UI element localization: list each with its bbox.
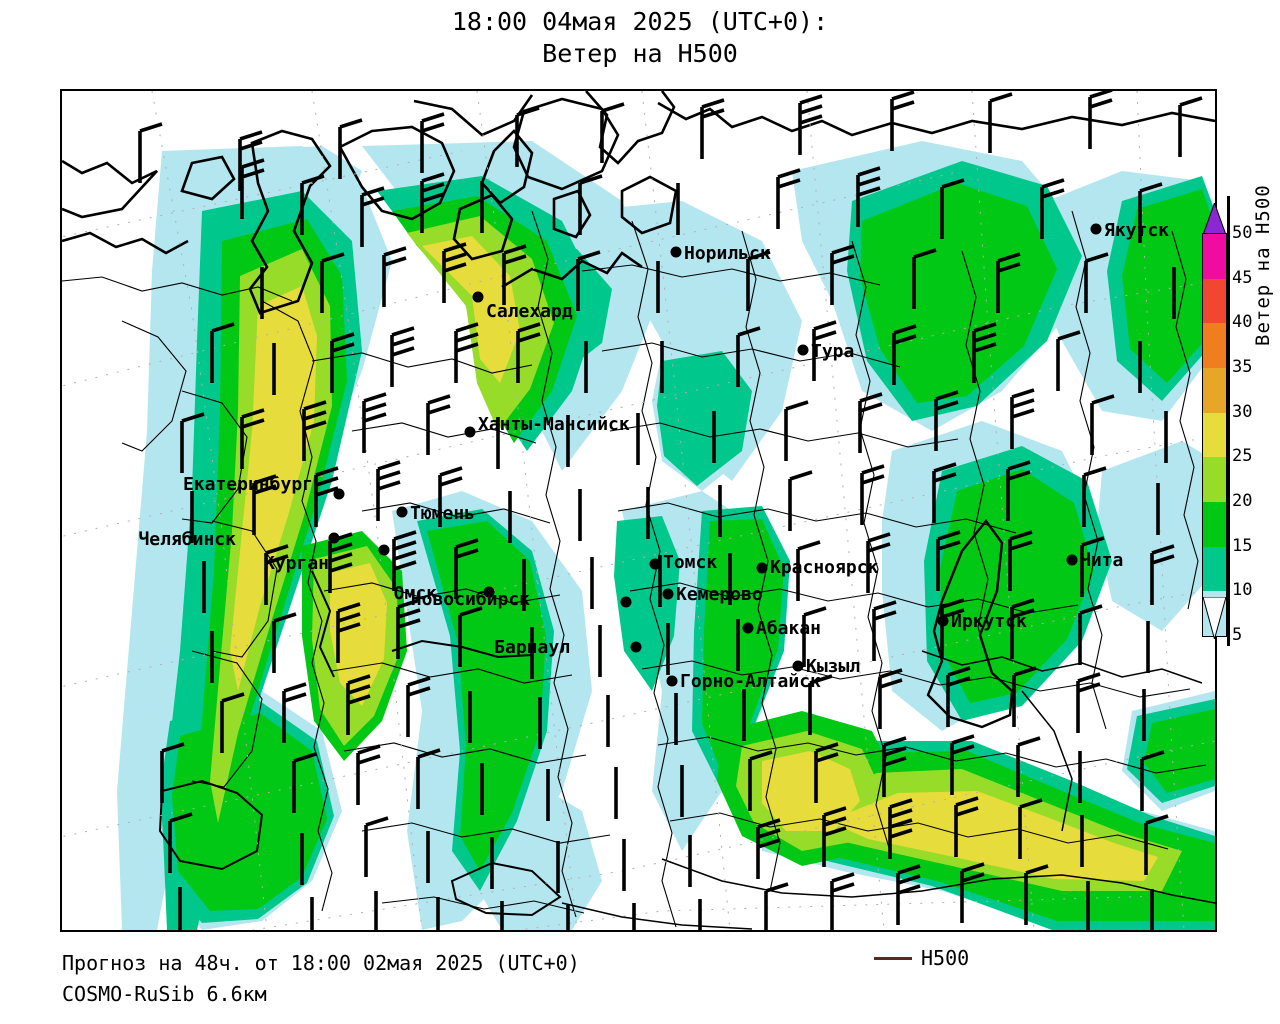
city-marker-Красноярск xyxy=(756,562,768,574)
h500-legend: H500 xyxy=(874,948,969,968)
colorbar-bands xyxy=(1202,233,1227,637)
page-subtitle: Ветер на H500 xyxy=(542,39,738,68)
colorbar-axis-line xyxy=(1227,196,1230,646)
city-label-Курган: Курган xyxy=(264,553,329,574)
city-marker-Иркутск xyxy=(937,615,949,627)
colorbar-tick-40: 40 xyxy=(1232,312,1253,333)
city-label-Иркутск: Иркутск xyxy=(951,611,1027,632)
h500-legend-label: H500 xyxy=(921,946,970,970)
city-marker-Кызыл xyxy=(792,660,804,672)
city-label-Томск: Томск xyxy=(663,552,717,573)
colorbar-band-40-45 xyxy=(1203,278,1226,324)
city-marker-Курган xyxy=(378,544,390,556)
page-title: 18:00 04мая 2025 (UTC+0): xyxy=(451,7,829,36)
city-marker-Чита xyxy=(1066,554,1078,566)
colorbar: 5 10 15 20 25 30 35 40 45 50 Ветер на H500 xyxy=(1196,184,1280,646)
city-marker-Екатеринбург xyxy=(333,488,345,500)
colorbar-tick-35: 35 xyxy=(1232,357,1253,377)
colorbar-axis-label: Ветер на H500 xyxy=(1252,184,1274,346)
colorbar-tick-20: 20 xyxy=(1232,491,1253,511)
city-label-Горно-Алтайск: Горно-Алтайск xyxy=(680,671,821,692)
colorbar-band-45-50 xyxy=(1203,234,1226,279)
wind-barbs xyxy=(138,91,1203,930)
city-marker-Томск xyxy=(649,558,661,570)
colorbar-tick-30: 30 xyxy=(1232,401,1253,422)
weather-map[interactable]: Норильск Якутск Тура Салехард Ханты-Мансийск… xyxy=(60,89,1217,932)
colorbar-tick-15: 15 xyxy=(1232,535,1253,556)
model-info: COSMO-RuSib 6.6км xyxy=(62,982,267,1006)
city-marker-Кемерово xyxy=(662,588,674,600)
footer: Прогноз на 48ч. от 18:00 02мая 2025 (UTC… xyxy=(62,948,1262,1010)
city-marker-Новосибирск xyxy=(620,596,632,608)
city-marker-Норильск xyxy=(670,246,682,258)
colorbar-tick-5: 5 xyxy=(1232,625,1243,645)
city-label-Ханты-Мансийск: Ханты-Мансийск xyxy=(478,414,630,435)
city-marker-Абакан xyxy=(742,622,754,634)
city-marker-Салехард xyxy=(472,291,484,303)
city-label-Красноярск: Красноярск xyxy=(770,557,879,578)
city-label-Тура: Тура xyxy=(811,341,854,362)
city-marker-Барнаул xyxy=(630,641,642,653)
city-label-Барнаул: Барнаул xyxy=(494,637,570,658)
city-markers-layer: Норильск Якутск Тура Салехард Ханты-Мансийск… xyxy=(138,220,1169,692)
chart-title-block: 18:00 04мая 2025 (UTC+0): Ветер на H500 xyxy=(0,6,1280,70)
colorbar-band-35-40 xyxy=(1203,323,1226,368)
city-label-Якутск: Якутск xyxy=(1104,220,1169,241)
city-label-Кызыл: Кызыл xyxy=(806,656,860,677)
city-marker-Омск xyxy=(483,586,495,598)
city-label-Омск: Омск xyxy=(394,583,438,604)
colorbar-band-15-20 xyxy=(1203,502,1226,547)
city-label-Норильск: Норильск xyxy=(684,243,771,264)
city-marker-Челябинск xyxy=(328,532,340,544)
colorbar-tick-45: 45 xyxy=(1232,267,1253,288)
colorbar-band-10-15 xyxy=(1203,546,1226,592)
city-label-Тюмень: Тюмень xyxy=(410,503,475,524)
colorbar-tick-50: 50 xyxy=(1232,223,1253,243)
city-marker-Тура xyxy=(797,344,809,356)
graticule-grid xyxy=(62,91,1215,930)
city-marker-Ханты-Мансийск xyxy=(464,426,476,438)
city-label-Челябинск: Челябинск xyxy=(138,529,236,550)
colorbar-band-20-25 xyxy=(1203,457,1226,502)
city-marker-Тюмень xyxy=(396,506,408,518)
city-marker-Якутск xyxy=(1090,223,1102,235)
colorbar-tick-25: 25 xyxy=(1232,446,1253,467)
city-label-Салехард: Салехард xyxy=(486,301,573,322)
city-label-Чита: Чита xyxy=(1080,550,1123,571)
city-label-Абакан: Абакан xyxy=(756,618,821,639)
city-label-Кемерово: Кемерово xyxy=(676,584,763,605)
forecast-info: Прогноз на 48ч. от 18:00 02мая 2025 (UTC… xyxy=(62,951,580,975)
colorbar-band-30-35 xyxy=(1203,368,1226,413)
city-label-Новосибирск: Новосибирск xyxy=(411,589,530,610)
city-label-Екатеринбург: Екатеринбург xyxy=(183,474,313,495)
colorbar-tick-10: 10 xyxy=(1232,580,1253,601)
h500-legend-line xyxy=(874,956,912,960)
colorbar-top-arrow xyxy=(1203,203,1226,235)
map-canvas: Норильск Якутск Тура Салехард Ханты-Мансийск… xyxy=(62,91,1215,930)
city-marker-Горно-Алтайск xyxy=(666,675,678,687)
colorbar-bottom-arrow xyxy=(1203,597,1226,639)
colorbar-band-25-30 xyxy=(1203,412,1226,458)
